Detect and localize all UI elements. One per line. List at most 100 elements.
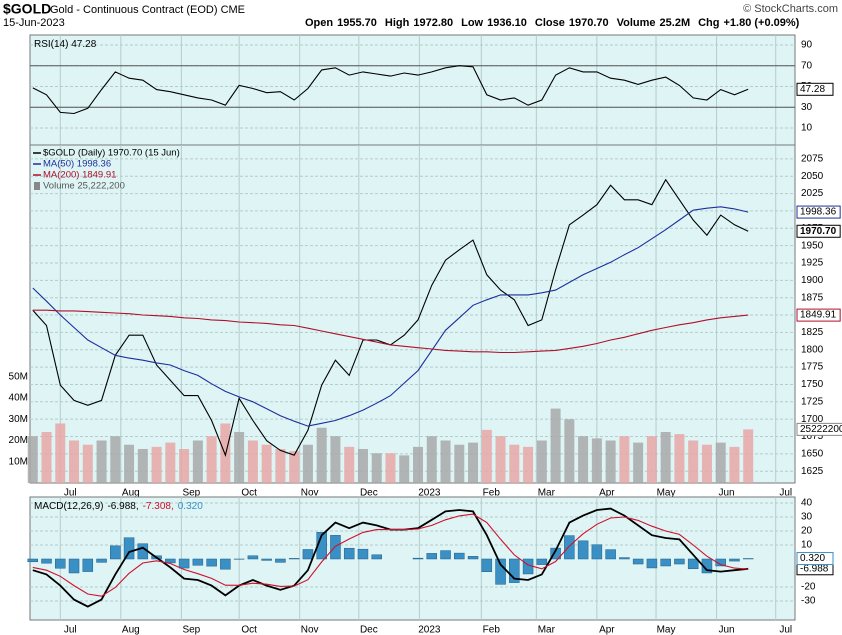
y-tick-label: 1750 xyxy=(801,379,824,390)
histogram-bar xyxy=(440,550,451,560)
y-tick-label: 1900 xyxy=(801,275,824,286)
volume-tick-label: 10M xyxy=(9,456,28,467)
panel-title-text: MACD(12,26,9) xyxy=(34,501,103,512)
y-tick-label: 2025 xyxy=(801,188,824,199)
value-box-label: -6.988 xyxy=(800,563,829,574)
x-tick-label: Oct xyxy=(241,488,257,499)
histogram-bar xyxy=(357,548,369,560)
value-box-label: 1998.36 xyxy=(800,207,837,218)
x-tick-label: Apr xyxy=(599,625,615,635)
y-tick-label: 1625 xyxy=(801,466,824,477)
quote-stats: Open 1955.70 High 1972.80 Low 1936.10 Close 197… xyxy=(305,17,800,29)
histogram-bar xyxy=(550,547,561,560)
legend-label: 0.320 xyxy=(178,501,203,512)
histogram-bar xyxy=(591,544,603,560)
x-tick-label: Nov xyxy=(301,488,319,499)
panel-title: RSI(14) 47.28 xyxy=(34,39,97,50)
y-tick-label: 1825 xyxy=(801,327,824,338)
y-tick-label: 30 xyxy=(801,512,813,523)
volume-bar xyxy=(192,440,203,483)
histogram-bar xyxy=(302,549,314,560)
histogram-bar xyxy=(261,558,272,561)
histogram-bar xyxy=(192,558,204,566)
y-tick-label: 1800 xyxy=(801,344,824,355)
y-tick-label: 1950 xyxy=(801,240,824,251)
histogram-bar xyxy=(343,547,355,560)
series-line xyxy=(32,309,749,354)
volume-bar xyxy=(247,440,258,483)
value-box xyxy=(796,205,841,219)
y-tick-label: -30 xyxy=(801,596,816,607)
volume-bar xyxy=(385,453,396,483)
x-tick-label: Feb xyxy=(483,488,501,499)
x-tick-label: Mar xyxy=(538,625,556,635)
x-tick-label: Aug xyxy=(122,625,140,635)
value-box xyxy=(796,422,842,436)
histogram-bar xyxy=(275,558,286,563)
histogram-bar xyxy=(481,558,493,572)
x-tick-label: Jul xyxy=(779,488,792,499)
histogram-bar xyxy=(68,558,80,574)
stat-value: 1970.70 xyxy=(569,17,609,29)
volume-bar xyxy=(688,440,699,483)
volume-bar xyxy=(481,429,492,483)
legend-label: Volume 25,222,200 xyxy=(43,181,125,192)
y-tick-label: 2075 xyxy=(801,154,824,165)
volume-bar xyxy=(289,451,300,483)
histogram-bar xyxy=(536,558,548,565)
y-tick-label: 1725 xyxy=(801,396,824,407)
panel-title: MACD(12,26,9) -6.988, -7.308, 0.320 xyxy=(34,501,203,512)
volume-bar xyxy=(633,442,644,483)
volume-bar xyxy=(523,446,534,483)
volume-bar xyxy=(82,444,93,483)
histogram-bar xyxy=(220,558,231,570)
y-tick-label: 10 xyxy=(801,123,813,134)
histogram-bar xyxy=(110,545,121,560)
volume-bar xyxy=(743,429,754,483)
legend-label: MA(50) 1998.36 xyxy=(43,159,111,170)
stat-label: Open xyxy=(305,17,333,29)
histogram-bar xyxy=(412,557,424,560)
volume-bar xyxy=(454,444,465,483)
stat-value: 1972.80 xyxy=(413,17,453,29)
volume-tick-label: 30M xyxy=(9,414,28,425)
x-tick-label: 2023 xyxy=(418,488,441,499)
y-tick-label: 20 xyxy=(801,526,813,537)
legend-swatch xyxy=(34,182,40,190)
volume-bar xyxy=(206,436,217,483)
histogram-bar xyxy=(96,558,107,563)
value-box-label: 1970.70 xyxy=(800,226,837,237)
stat-value: 1955.70 xyxy=(337,17,377,29)
panel-title-text: RSI(14) 47.28 xyxy=(34,39,97,50)
y-tick-label: 10 xyxy=(801,540,813,551)
volume-bar xyxy=(137,448,148,483)
value-box xyxy=(796,82,834,96)
series-line xyxy=(32,65,749,115)
volume-bar xyxy=(110,436,121,483)
date: 15-Jun-2023 xyxy=(3,17,65,29)
stat-value: 25.2M xyxy=(660,17,691,29)
stat-label: High xyxy=(385,17,410,29)
volume-bar xyxy=(96,440,107,483)
histogram-bar xyxy=(55,558,66,569)
volume-tick-label: 40M xyxy=(9,393,28,404)
volume-bar xyxy=(399,455,410,483)
histogram-bar xyxy=(467,556,479,560)
histogram-bar xyxy=(426,553,438,560)
value-box xyxy=(796,308,841,322)
histogram-bar xyxy=(715,558,726,567)
volume-bar xyxy=(619,436,630,483)
legend-label: MA(200) 1849.91 xyxy=(43,170,116,181)
volume-bar xyxy=(275,448,286,483)
y-tick-label: 1650 xyxy=(801,448,824,459)
volume-bar xyxy=(371,453,382,483)
x-tick-label: Aug xyxy=(122,488,140,499)
volume-bar xyxy=(495,436,506,483)
y-tick-label: -20 xyxy=(801,582,816,593)
y-tick-label: 40 xyxy=(801,498,813,509)
histogram-bar xyxy=(564,535,575,560)
volume-bar xyxy=(440,440,451,483)
x-tick-label: 2023 xyxy=(418,625,441,635)
histogram-bar xyxy=(41,558,52,564)
